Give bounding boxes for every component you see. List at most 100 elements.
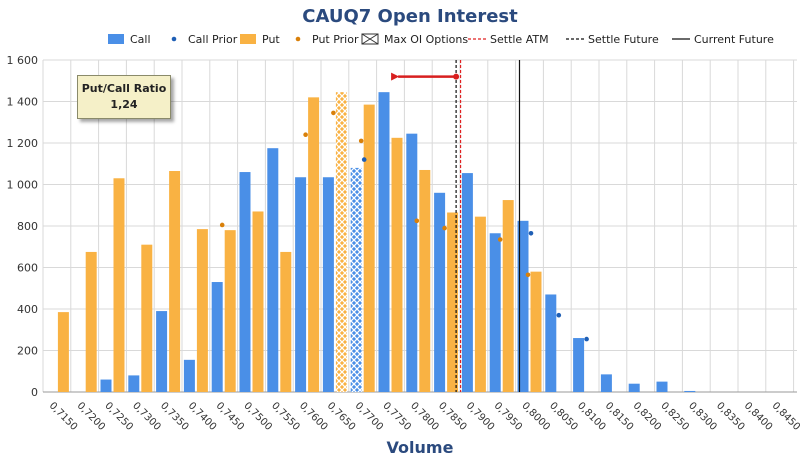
call-bar: [517, 220, 529, 392]
legend-hatch-x: [361, 33, 379, 45]
x-tick-label: 0,7400: [186, 400, 219, 433]
legend-label: Put Prior: [312, 33, 359, 46]
x-tick-label: 0,8350: [714, 400, 747, 433]
put-prior-dot: [497, 237, 503, 242]
x-tick-label: 0,8300: [686, 400, 719, 433]
x-tick-label: 0,8200: [631, 400, 664, 433]
x-tick-label: 0,7950: [492, 400, 525, 433]
put-call-ratio-title: Put/Call Ratio: [81, 82, 167, 95]
put-bar: [141, 244, 153, 392]
x-tick-label: 0,7800: [408, 400, 441, 433]
y-tick-label: 400: [17, 303, 38, 316]
call-bar: [628, 383, 640, 392]
put-prior-dot: [303, 132, 308, 137]
legend-item: Call: [108, 33, 151, 46]
put-bar: [530, 271, 542, 392]
legend-item: Max OI Options: [361, 33, 468, 46]
x-tick-label: 0,8250: [658, 400, 691, 433]
call-bar: [322, 177, 334, 392]
x-tick-label: 0,7600: [297, 400, 330, 433]
call-bar: [295, 177, 307, 392]
y-tick-label: 1 200: [7, 137, 39, 150]
legend-item: Current Future: [672, 33, 774, 46]
legend-item: Call Prior: [171, 33, 238, 46]
put-bar: [252, 211, 264, 392]
call-bar: [156, 311, 168, 392]
call-bar: [128, 375, 140, 392]
legend-item: Put: [240, 33, 280, 46]
call-bar: [100, 379, 112, 392]
call-prior-dot: [584, 336, 589, 342]
put-bar: [474, 216, 486, 392]
call-bar: [684, 390, 696, 392]
legend-label: Put: [262, 33, 280, 46]
chart-title: CAUQ7 Open Interest: [302, 6, 518, 27]
x-tick-label: 0,7200: [75, 400, 108, 433]
put-prior-dot: [219, 222, 225, 228]
x-tick-label: 0,7350: [158, 400, 191, 433]
x-axis-label: Volume: [387, 438, 454, 457]
put-bar: [169, 171, 181, 392]
legend-label: Call: [130, 33, 151, 46]
y-tick-label: 1 000: [7, 179, 39, 192]
legend-dot: [171, 36, 177, 42]
put-prior-dot: [331, 110, 336, 116]
put-bar: [391, 137, 403, 392]
call-bar: [434, 192, 446, 392]
x-tick-label: 0,7850: [436, 400, 469, 433]
legend-item: Put Prior: [295, 33, 359, 46]
y-tick-label: 200: [17, 345, 38, 358]
call-bar: [211, 282, 223, 392]
call-bar: [461, 173, 473, 392]
put-bar: [308, 97, 320, 392]
y-tick-label: 800: [17, 220, 38, 233]
y-tick-label: 1 600: [7, 54, 39, 67]
x-tick-label: 0,7300: [130, 400, 163, 433]
x-tick-label: 0,7500: [241, 400, 274, 433]
x-tick-label: 0,7700: [353, 400, 386, 433]
x-tick-label: 0,7900: [464, 400, 497, 433]
legend-label: Settle ATM: [490, 33, 549, 46]
put-prior-dot: [525, 272, 531, 278]
call-bar: [239, 172, 251, 392]
x-tick-label: 0,7250: [102, 400, 135, 433]
put-prior-dot: [414, 218, 420, 224]
x-tick-label: 0,7150: [47, 400, 80, 433]
put-bar: [447, 212, 459, 392]
put-bar: [502, 200, 514, 392]
x-tick-label: 0,8400: [742, 400, 775, 433]
legend-label: Call Prior: [188, 33, 238, 46]
put-bar: [85, 251, 97, 392]
x-tick-label: 0,8150: [603, 400, 636, 433]
call-prior-dot: [556, 312, 562, 318]
legend-label: Settle Future: [588, 33, 659, 46]
call-bar: [378, 92, 390, 392]
y-tick-label: 1 400: [7, 96, 39, 109]
x-tick-label: 0,7450: [214, 400, 247, 433]
x-tick-label: 0,8100: [575, 400, 608, 433]
put-bar: [224, 230, 236, 392]
settle-arrow-dot: [453, 73, 460, 80]
legend-label: Max OI Options: [384, 33, 468, 46]
legend-item: Settle Future: [566, 33, 659, 46]
call-bar: [489, 233, 501, 392]
put-bar: [419, 169, 431, 392]
put-bar: [196, 229, 208, 392]
y-tick-label: 600: [17, 262, 38, 275]
legend-swatch: [108, 34, 124, 44]
put-prior-dot: [442, 225, 447, 231]
call-prior-dot: [361, 157, 367, 162]
call-bar: [406, 133, 418, 392]
put-call-ratio-box: Put/Call Ratio 1,24: [77, 75, 171, 119]
call-bar: [656, 381, 668, 392]
x-tick-label: 0,7550: [269, 400, 302, 433]
y-tick-label: 0: [31, 386, 38, 399]
call-bar: [267, 148, 279, 392]
x-tick-label: 0,7750: [380, 400, 413, 433]
put-bar: [113, 178, 125, 392]
x-tick-label: 0,8050: [547, 400, 580, 433]
put-bar: [335, 92, 347, 392]
legend-swatch: [240, 34, 256, 44]
put-bar: [363, 104, 375, 393]
